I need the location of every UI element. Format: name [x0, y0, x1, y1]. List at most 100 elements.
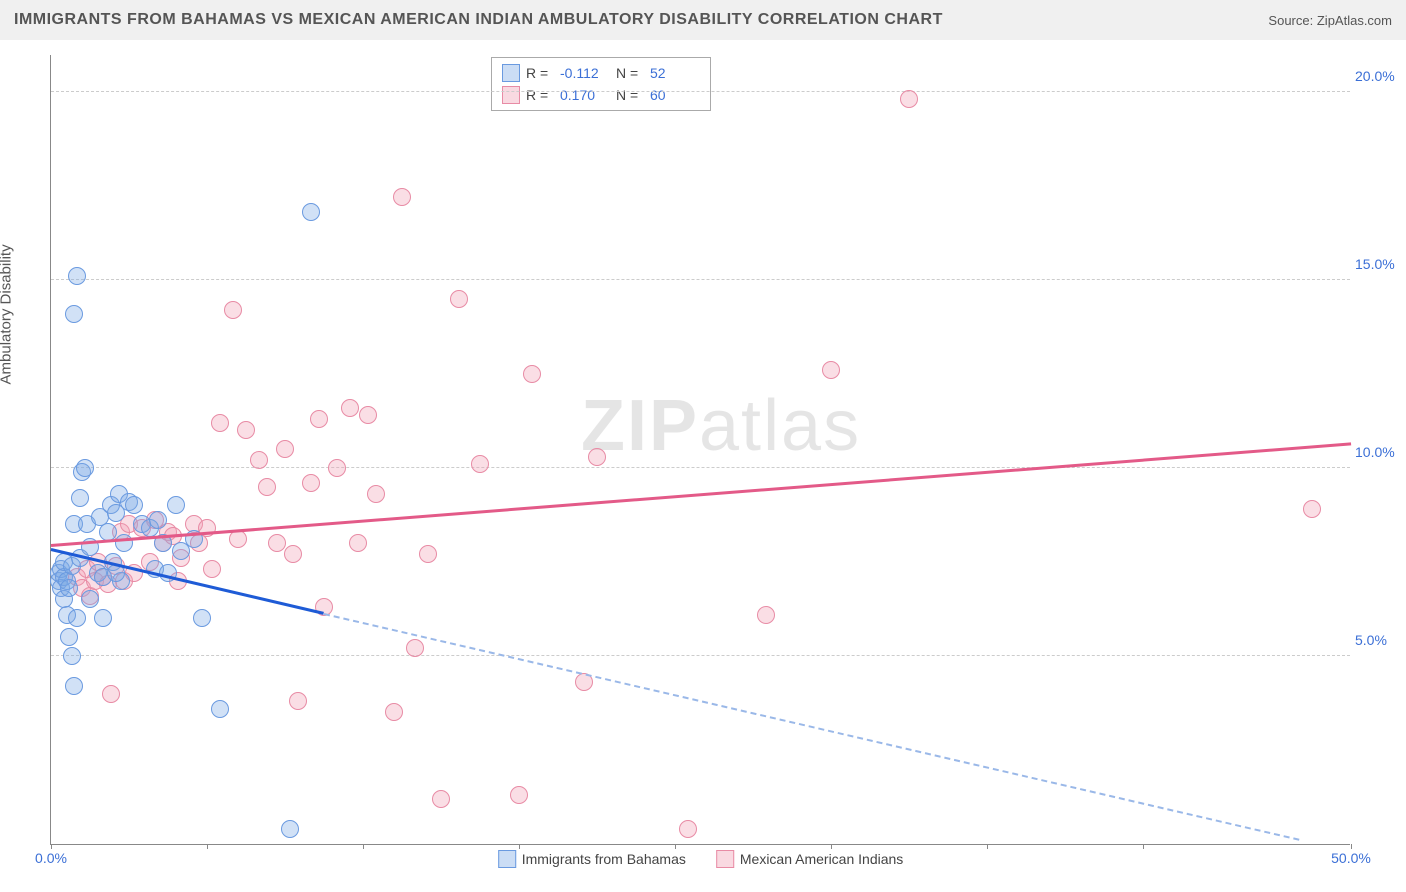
x-tick-mark: [987, 844, 988, 849]
scatter-point: [268, 534, 286, 552]
legend-n-label: N =: [616, 65, 644, 81]
scatter-point: [94, 609, 112, 627]
watermark-light: atlas: [699, 386, 861, 466]
scatter-point: [367, 485, 385, 503]
swatch-blue-icon: [502, 64, 520, 82]
scatter-point: [1303, 500, 1321, 518]
x-tick-mark: [675, 844, 676, 849]
scatter-point: [385, 703, 403, 721]
x-tick-mark: [207, 844, 208, 849]
chart-title: IMMIGRANTS FROM BAHAMAS VS MEXICAN AMERI…: [14, 11, 943, 29]
scatter-point: [167, 496, 185, 514]
scatter-plot: ZIPatlas R = -0.112 N = 52 R = 0.170 N =…: [50, 55, 1350, 845]
scatter-point: [284, 545, 302, 563]
header-bar: IMMIGRANTS FROM BAHAMAS VS MEXICAN AMERI…: [0, 0, 1406, 40]
scatter-point: [81, 590, 99, 608]
x-tick-mark: [363, 844, 364, 849]
scatter-point: [68, 609, 86, 627]
legend-series: Immigrants from Bahamas Mexican American…: [498, 850, 904, 868]
scatter-point: [250, 451, 268, 469]
scatter-point: [281, 820, 299, 838]
scatter-point: [822, 361, 840, 379]
scatter-point: [71, 489, 89, 507]
scatter-point: [302, 203, 320, 221]
scatter-point: [60, 628, 78, 646]
legend-pink-r: 0.170: [560, 87, 610, 103]
scatter-point: [393, 188, 411, 206]
scatter-point: [63, 647, 81, 665]
scatter-point: [588, 448, 606, 466]
scatter-point: [349, 534, 367, 552]
scatter-point: [510, 786, 528, 804]
x-tick-mark: [831, 844, 832, 849]
y-axis-label: Ambulatory Disability: [0, 244, 15, 384]
legend-blue-n: 52: [650, 65, 700, 81]
y-tick-label: 5.0%: [1355, 632, 1400, 648]
scatter-point: [310, 410, 328, 428]
scatter-point: [523, 365, 541, 383]
gridline-h: [51, 655, 1350, 656]
x-tick-label: 50.0%: [1331, 850, 1371, 866]
legend-r-label: R =: [526, 87, 554, 103]
scatter-point: [289, 692, 307, 710]
source-label: Source: ZipAtlas.com: [1268, 13, 1392, 28]
legend-pink-n: 60: [650, 87, 700, 103]
swatch-pink-icon: [502, 86, 520, 104]
scatter-point: [900, 90, 918, 108]
gridline-h: [51, 91, 1350, 92]
scatter-point: [102, 685, 120, 703]
scatter-point: [229, 530, 247, 548]
legend-stats: R = -0.112 N = 52 R = 0.170 N = 60: [491, 57, 711, 111]
scatter-point: [203, 560, 221, 578]
scatter-point: [450, 290, 468, 308]
legend-n-label: N =: [616, 87, 644, 103]
scatter-point: [341, 399, 359, 417]
y-tick-label: 10.0%: [1355, 444, 1400, 460]
x-tick-mark: [519, 844, 520, 849]
legend-stats-row-pink: R = 0.170 N = 60: [502, 84, 700, 106]
source-link[interactable]: ZipAtlas.com: [1317, 13, 1392, 28]
legend-blue-r: -0.112: [560, 65, 610, 81]
x-tick-mark: [51, 844, 52, 849]
y-tick-label: 20.0%: [1355, 68, 1400, 84]
legend-item-blue: Immigrants from Bahamas: [498, 850, 686, 868]
scatter-point: [149, 511, 167, 529]
scatter-point: [359, 406, 377, 424]
scatter-point: [68, 267, 86, 285]
gridline-h: [51, 279, 1350, 280]
scatter-point: [302, 474, 320, 492]
scatter-point: [328, 459, 346, 477]
scatter-point: [76, 459, 94, 477]
legend-blue-label: Immigrants from Bahamas: [522, 851, 686, 867]
scatter-point: [224, 301, 242, 319]
legend-r-label: R =: [526, 65, 554, 81]
scatter-point: [757, 606, 775, 624]
scatter-point: [432, 790, 450, 808]
swatch-pink-icon: [716, 850, 734, 868]
watermark: ZIPatlas: [581, 385, 861, 467]
scatter-point: [125, 496, 143, 514]
x-tick-mark: [1351, 844, 1352, 849]
scatter-point: [211, 414, 229, 432]
x-tick-label: 0.0%: [35, 850, 67, 866]
scatter-point: [419, 545, 437, 563]
scatter-point: [406, 639, 424, 657]
legend-pink-label: Mexican American Indians: [740, 851, 903, 867]
trend-line-blue-dashed: [324, 613, 1299, 841]
x-tick-mark: [1143, 844, 1144, 849]
scatter-point: [237, 421, 255, 439]
scatter-point: [65, 677, 83, 695]
gridline-h: [51, 467, 1350, 468]
legend-item-pink: Mexican American Indians: [716, 850, 903, 868]
legend-stats-row-blue: R = -0.112 N = 52: [502, 62, 700, 84]
scatter-point: [60, 579, 78, 597]
y-tick-label: 15.0%: [1355, 256, 1400, 272]
scatter-point: [193, 609, 211, 627]
scatter-point: [258, 478, 276, 496]
scatter-point: [679, 820, 697, 838]
scatter-point: [211, 700, 229, 718]
source-prefix: Source:: [1268, 13, 1313, 28]
scatter-point: [471, 455, 489, 473]
swatch-blue-icon: [498, 850, 516, 868]
scatter-point: [65, 305, 83, 323]
